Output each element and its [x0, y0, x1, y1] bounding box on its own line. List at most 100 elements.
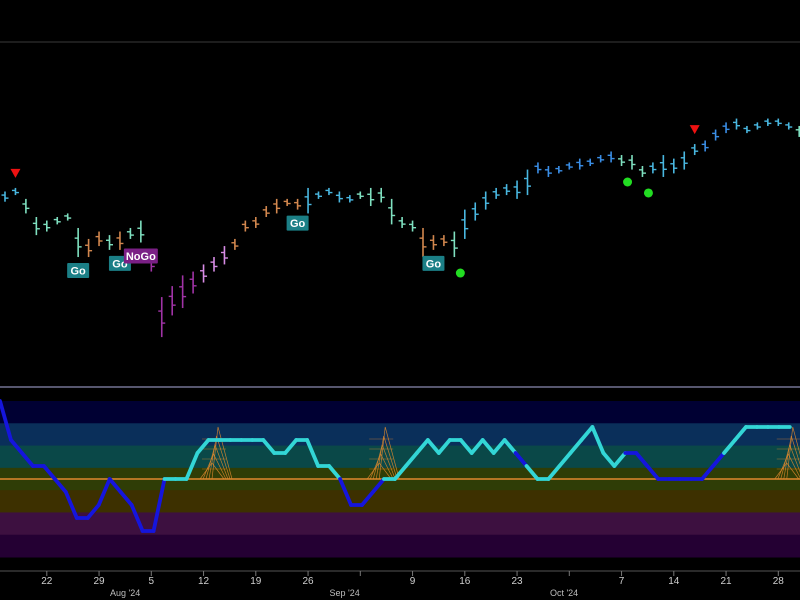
- oscillator-segment: [63, 490, 79, 520]
- oscillator-segment: [568, 438, 584, 455]
- price-bar: [74, 227, 82, 258]
- price-bar: [241, 220, 249, 232]
- oscillator-segment: [305, 438, 321, 468]
- x-tick-label: 19: [250, 576, 262, 587]
- price-bar: [388, 198, 396, 225]
- price-bar: [565, 162, 573, 170]
- oscillator-segment: [414, 438, 430, 455]
- price-bar: [315, 191, 322, 199]
- price-bar: [11, 187, 19, 196]
- oscillator-segment: [645, 464, 661, 481]
- price-bar: [461, 209, 469, 239]
- price-bar: [126, 227, 134, 239]
- price-bar: [607, 151, 615, 163]
- svg-text:Go: Go: [426, 258, 442, 270]
- price-bar: [712, 129, 720, 141]
- oscillator-segment: [151, 477, 167, 533]
- momentum-cloud: [366, 426, 400, 480]
- price-bar: [85, 238, 93, 258]
- price-bar: [200, 264, 208, 283]
- x-tick-label: 22: [41, 576, 53, 587]
- oscillator-segment: [20, 451, 35, 468]
- x-tick-label: 21: [720, 576, 732, 587]
- price-bar: [210, 257, 218, 272]
- oscillator-segment: [360, 490, 375, 507]
- price-bar: [53, 217, 61, 225]
- price-bar: [513, 180, 521, 199]
- price-bar: [743, 125, 751, 134]
- oscillator-segment: [129, 503, 145, 533]
- price-bar: [649, 162, 657, 174]
- oscillator-segment: [546, 464, 562, 481]
- price-bar: [43, 220, 51, 232]
- price-bar: [1, 191, 9, 202]
- oscillator-panel: [0, 399, 800, 558]
- x-tick-label: 12: [198, 576, 210, 587]
- oscillator-segment: [733, 425, 748, 442]
- oscillator-zone-band: [0, 512, 800, 536]
- price-bar: [785, 122, 793, 130]
- oscillator-segment: [371, 477, 386, 494]
- svg-text:NoGo: NoGo: [126, 251, 156, 263]
- oscillator-zone-band: [0, 423, 800, 447]
- price-bar: [335, 191, 343, 203]
- price-bar: [179, 275, 187, 309]
- nogo-label: NoGo: [123, 248, 158, 264]
- price-bar: [638, 166, 646, 177]
- x-tick-label: 28: [773, 576, 785, 587]
- price-bar: [628, 155, 636, 170]
- price-bar: [722, 122, 730, 134]
- price-bar: [252, 217, 260, 228]
- price-bar: [618, 155, 626, 166]
- price-bar: [774, 118, 782, 126]
- x-tick-label: 9: [410, 576, 416, 587]
- trend-exhaustion-triangle: [10, 168, 21, 178]
- price-bar: [753, 122, 761, 130]
- oscillator-segment: [107, 477, 123, 494]
- trend-continuation-dot: [643, 188, 653, 198]
- oscillator-segment: [0, 399, 13, 442]
- oscillator-segment: [700, 464, 715, 481]
- trend-continuation-dot: [455, 268, 465, 278]
- price-bar: [429, 235, 437, 250]
- price-bar: [325, 187, 333, 196]
- price-bar: [482, 191, 490, 210]
- price-bar: [168, 286, 176, 316]
- price-bar: [356, 191, 364, 199]
- price-bar: [419, 227, 427, 258]
- price-bar: [304, 187, 312, 214]
- momentum-cloud: [199, 426, 233, 480]
- oscillator-segment: [393, 464, 408, 481]
- price-bar: [670, 158, 678, 174]
- price-bar: [116, 231, 124, 250]
- go-label: Go: [67, 263, 90, 279]
- price-bar: [680, 151, 688, 170]
- price-bar: [95, 231, 103, 247]
- oscillator-segment: [436, 438, 452, 455]
- price-bar: [294, 198, 302, 210]
- price-bar: [555, 166, 563, 174]
- x-month-label: Aug '24: [110, 588, 140, 598]
- oscillator-segment: [469, 438, 485, 455]
- trend-continuation-dot: [623, 177, 633, 187]
- oscillator-segment: [96, 477, 112, 507]
- price-bar: [398, 217, 406, 228]
- x-axis: 22 29 5 12 19 26 9 16 23 7 14 21 28 Aug '24 Sep '24 Oct…: [0, 570, 800, 598]
- oscillator-zone-band: [0, 401, 800, 424]
- price-bar: [158, 297, 166, 338]
- oscillator-segment: [524, 464, 540, 481]
- price-bar: [733, 118, 740, 130]
- oscillator-segment: [184, 451, 200, 481]
- x-month-label: Sep '24: [330, 588, 360, 598]
- go-label: Go: [286, 215, 309, 231]
- oscillator-segment: [458, 438, 474, 455]
- price-bar: [440, 235, 448, 247]
- oscillator-segment: [118, 490, 134, 507]
- price-bar: [367, 187, 375, 207]
- price-bar: [492, 187, 500, 199]
- oscillator-segment: [579, 425, 595, 442]
- price-bar: [534, 162, 542, 174]
- oscillator-segment: [601, 451, 617, 468]
